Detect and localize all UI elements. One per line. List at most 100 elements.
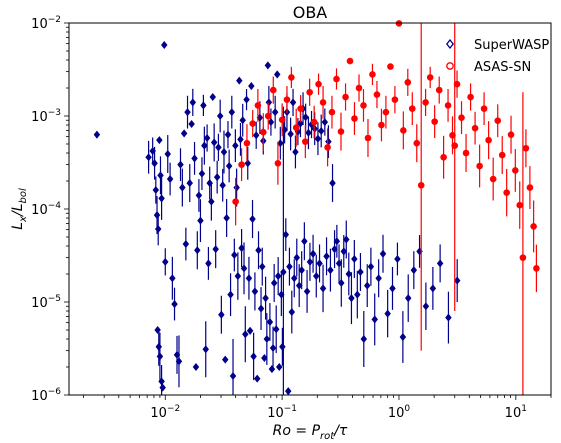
data-point: [218, 310, 225, 319]
data-point: [375, 274, 382, 283]
data-point: [306, 257, 314, 266]
data-point: [394, 254, 401, 264]
chart-title: OBA: [293, 3, 328, 22]
data-point: [249, 214, 256, 224]
data-point: [302, 138, 309, 145]
data-point: [323, 252, 330, 261]
data-point: [289, 98, 297, 107]
data-point: [391, 96, 399, 103]
data-point: [297, 105, 304, 112]
data-point: [305, 128, 312, 137]
data-point: [219, 181, 226, 190]
data-point: [316, 259, 323, 268]
data-point: [399, 332, 407, 342]
data-point: [324, 144, 331, 151]
data-point: [519, 254, 527, 261]
data-point: [333, 237, 341, 246]
data-point: [162, 257, 169, 266]
data-point: [338, 278, 345, 288]
data-point: [512, 167, 519, 174]
data-point: [317, 126, 325, 136]
data-point: [516, 201, 524, 209]
data-point: [93, 130, 101, 139]
data-point: [273, 70, 281, 79]
data-point: [422, 99, 429, 106]
data-point: [153, 211, 161, 220]
y-axis-title: Lx/Lbol: [10, 188, 29, 230]
data-point: [236, 76, 243, 85]
data-point: [231, 250, 238, 260]
data-point: [342, 93, 349, 101]
data-point: [161, 40, 168, 50]
data-point: [292, 124, 300, 131]
data-point: [286, 262, 293, 271]
data-point: [354, 290, 361, 299]
data-point: [240, 264, 248, 273]
data-point: [436, 259, 444, 268]
data-point: [319, 284, 327, 293]
data-point: [252, 131, 260, 140]
data-point: [192, 362, 200, 372]
data-point: [313, 272, 320, 281]
data-point: [191, 154, 198, 163]
data-point: [485, 136, 492, 144]
series-superwasp: [93, 40, 461, 396]
data-point: [269, 86, 277, 94]
y-tick-label: 10−2: [31, 15, 61, 32]
data-point: [210, 138, 218, 147]
data-point: [152, 185, 160, 195]
data-point: [222, 355, 229, 364]
data-point: [309, 249, 317, 258]
data-point: [223, 213, 230, 223]
data-point: [262, 294, 269, 303]
data-point: [263, 334, 271, 344]
data-point: [295, 281, 303, 290]
data-point: [319, 99, 327, 106]
data-point: [180, 129, 188, 138]
data-point: [171, 300, 178, 309]
data-point: [212, 245, 219, 254]
data-point: [242, 330, 249, 339]
data-point: [327, 266, 334, 275]
data-point: [298, 266, 305, 275]
data-point: [526, 184, 534, 191]
data-point: [269, 343, 277, 353]
legend: SuperWASP ASAS-SN: [445, 38, 549, 75]
x-tick-label: 10−2: [150, 404, 180, 421]
data-point: [389, 284, 396, 293]
data-point: [274, 160, 282, 167]
data-point: [175, 357, 183, 366]
data-point: [387, 63, 394, 70]
data-point: [156, 352, 164, 361]
data-point: [315, 80, 322, 88]
data-point: [288, 74, 295, 81]
data-point: [277, 139, 284, 148]
data-point: [248, 81, 255, 91]
data-point: [297, 119, 304, 128]
data-point: [410, 266, 418, 275]
data-point: [206, 179, 213, 188]
data-point: [301, 237, 308, 246]
data-point: [369, 71, 376, 78]
data-point: [259, 128, 267, 136]
data-point: [259, 262, 266, 271]
data-point: [530, 223, 537, 230]
data-point: [249, 120, 256, 127]
data-point: [373, 91, 381, 98]
data-point: [251, 287, 259, 296]
data-point: [291, 274, 298, 283]
data-point: [261, 353, 268, 363]
data-point: [264, 61, 272, 70]
legend-label: ASAS-SN: [474, 60, 531, 75]
data-point: [282, 230, 290, 239]
data-point: [164, 149, 171, 159]
data-point: [444, 102, 452, 109]
data-point: [270, 278, 278, 288]
data-point: [360, 334, 368, 344]
data-point: [155, 342, 163, 351]
data-point: [367, 262, 375, 271]
series-layer: [93, 20, 540, 396]
data-point: [453, 276, 461, 285]
data-point: [205, 259, 212, 268]
